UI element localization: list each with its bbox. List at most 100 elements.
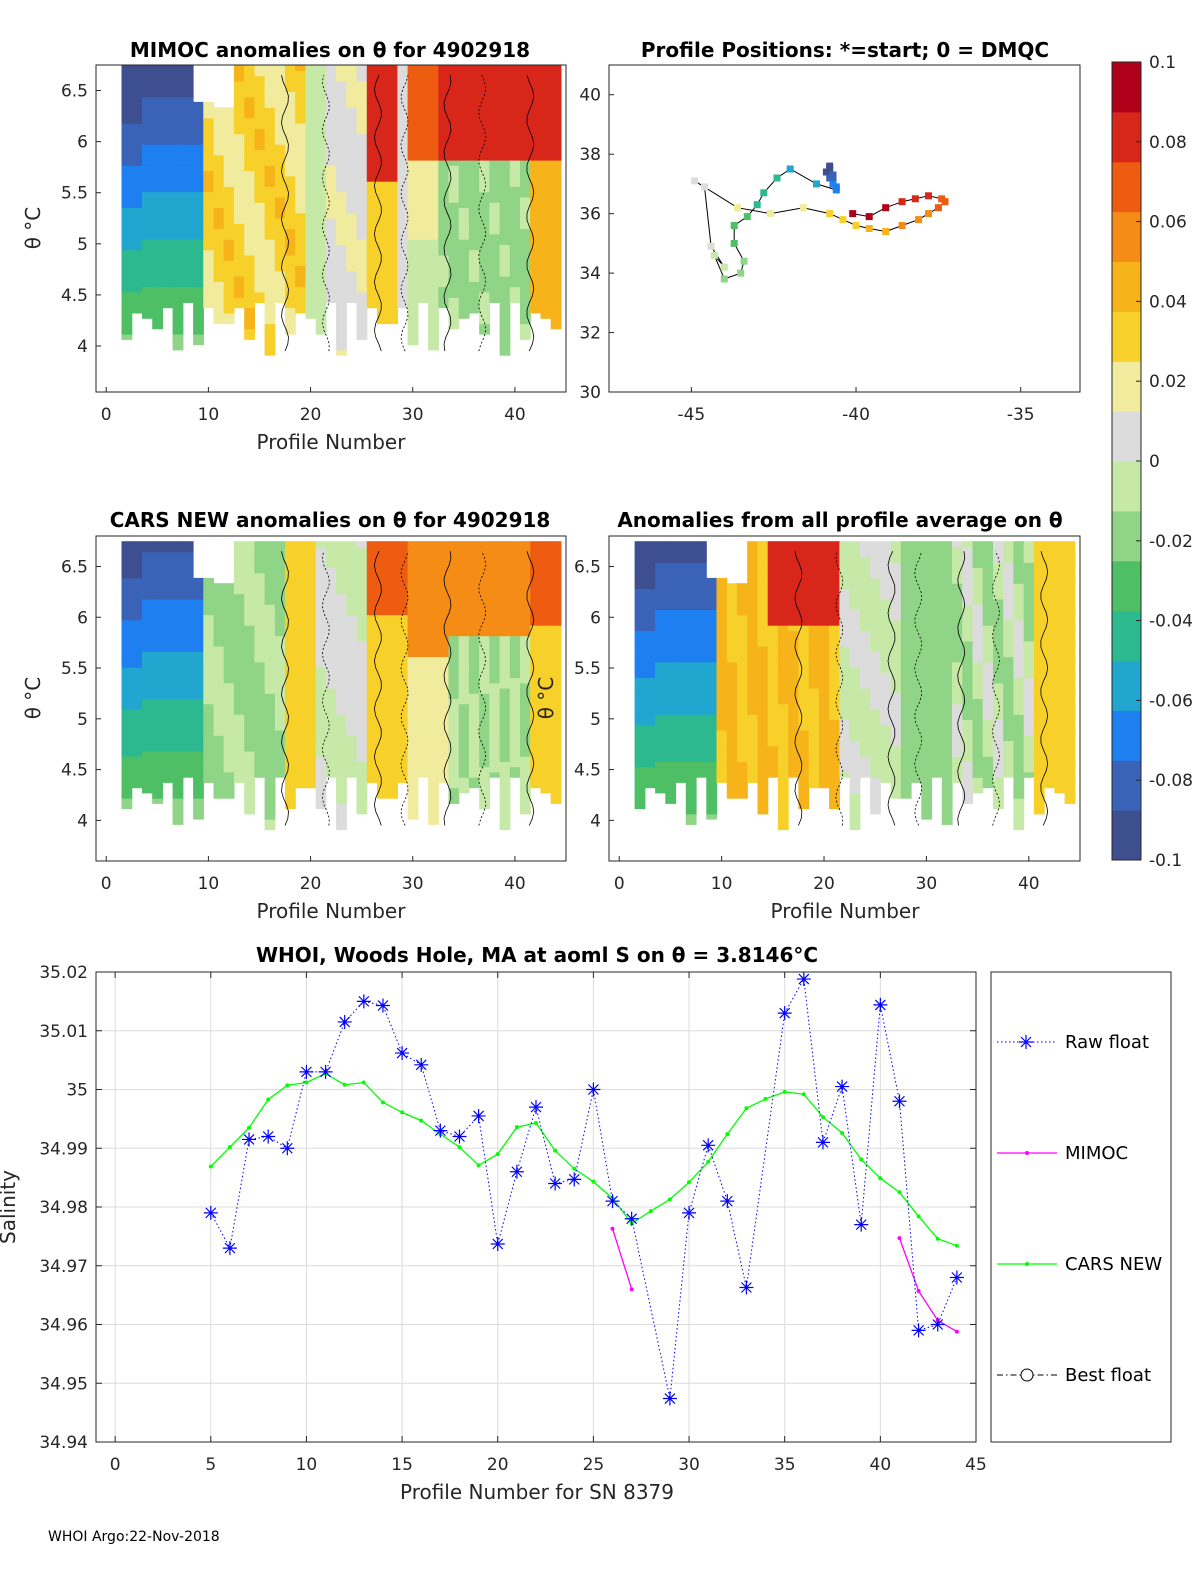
heatmap-cell (644, 730, 656, 736)
heatmap-cell (387, 604, 398, 610)
heatmap-cell (233, 577, 245, 584)
heatmap-cell (285, 265, 296, 272)
heatmap-cell (264, 91, 276, 98)
heatmap-cell (387, 609, 398, 616)
heatmap-cell (254, 101, 266, 108)
heatmap-cell (182, 270, 194, 277)
heatmap-cell (696, 661, 707, 668)
heatmap-cell (315, 233, 327, 240)
heatmap-cell (550, 254, 562, 261)
heatmap-cell (254, 682, 266, 689)
heatmap-cell (244, 328, 255, 335)
heatmap-cell (509, 297, 521, 303)
heatmap-cell (387, 144, 398, 150)
contour-line (321, 75, 330, 352)
heatmap-cell (254, 65, 266, 71)
heatmap-cell (315, 270, 327, 277)
heatmap-cell (509, 609, 521, 616)
heatmap-cell (767, 714, 779, 720)
heatmap-cell (479, 65, 490, 71)
heatmap-cell (336, 771, 347, 778)
heatmap-cell (193, 651, 204, 658)
heatmap-cell (264, 80, 276, 87)
heatmap-cell (706, 604, 718, 610)
heatmap-cell (305, 619, 317, 626)
heatmap-cell (540, 698, 552, 705)
heatmap-cell (152, 86, 163, 92)
heatmap-cell (489, 572, 501, 579)
heatmap-cell (244, 270, 255, 277)
heatmap-cell (193, 588, 204, 595)
heatmap-cell (182, 207, 194, 214)
heatmap-cell (499, 307, 511, 314)
heatmap-cell (747, 766, 758, 773)
heatmap-cell (438, 202, 450, 208)
heatmap-cell (285, 572, 296, 579)
heatmap-cell (274, 646, 286, 652)
heatmap-cell (356, 112, 368, 119)
heatmap-cell (655, 609, 666, 616)
heatmap-cell (468, 714, 480, 720)
heatmap-cell (131, 598, 143, 605)
heatmap-cell (530, 551, 541, 558)
heatmap-cell (417, 170, 429, 177)
heatmap-cell (479, 75, 490, 82)
heatmap-cell (203, 165, 215, 172)
heatmap-cell (315, 572, 327, 579)
heatmap-cell (264, 101, 276, 108)
heatmap-cell (142, 244, 153, 251)
heatmap-cell (152, 138, 163, 145)
heatmap-cell (407, 798, 419, 804)
heatmap-cell (233, 619, 245, 626)
heatmap-cell (131, 133, 143, 140)
heatmap-cell (777, 813, 789, 820)
heatmap-cell (655, 557, 666, 563)
heatmap-cell (377, 218, 388, 224)
heatmap-cell (716, 709, 728, 715)
heatmap-cell (305, 196, 317, 203)
heatmap-cell (356, 646, 368, 652)
heatmap-cell (520, 307, 531, 314)
heatmap-cell (499, 698, 511, 705)
heatmap-cell (509, 698, 521, 705)
heatmap-cell (438, 70, 450, 77)
heatmap-cell (172, 771, 184, 778)
heatmap-cell (706, 714, 718, 720)
heatmap-cell (777, 761, 789, 768)
heatmap-cell (366, 646, 378, 652)
heatmap-cell (675, 766, 687, 773)
heatmap-cell (550, 761, 562, 768)
heatmap-cell (387, 646, 398, 652)
heatmap-cell (550, 651, 562, 658)
heatmap-cell (428, 567, 439, 574)
heatmap-cell (254, 730, 266, 736)
heatmap-cell (121, 567, 133, 574)
heatmap-cell (458, 693, 470, 700)
heatmap-cell (685, 709, 697, 715)
heatmap-cell (336, 551, 347, 558)
heatmap-cell (499, 218, 511, 224)
heatmap-cell (438, 244, 450, 251)
heatmap-cell (182, 70, 194, 77)
heatmap-cell (274, 766, 286, 773)
heatmap-cell (407, 96, 419, 103)
heatmap-cell (540, 302, 552, 309)
heatmap-cell (726, 635, 738, 642)
heatmap-cell (121, 541, 133, 547)
heatmap-cell (737, 735, 748, 741)
heatmap-cell (233, 588, 245, 595)
heatmap-cell (274, 260, 286, 266)
heatmap-cell (468, 112, 480, 119)
heatmap-cell (203, 588, 215, 595)
heatmap-cell (438, 207, 450, 214)
heatmap-cell (634, 588, 646, 595)
heatmap-cell (356, 233, 368, 240)
heatmap-cell (244, 170, 255, 177)
heatmap-cell (644, 682, 656, 689)
heatmap-cell (387, 228, 398, 235)
heatmap-cell (244, 625, 255, 631)
heatmap-cell (121, 328, 133, 335)
heatmap-cell (213, 291, 225, 298)
heatmap-cell (428, 688, 439, 694)
heatmap-cell (448, 693, 460, 700)
